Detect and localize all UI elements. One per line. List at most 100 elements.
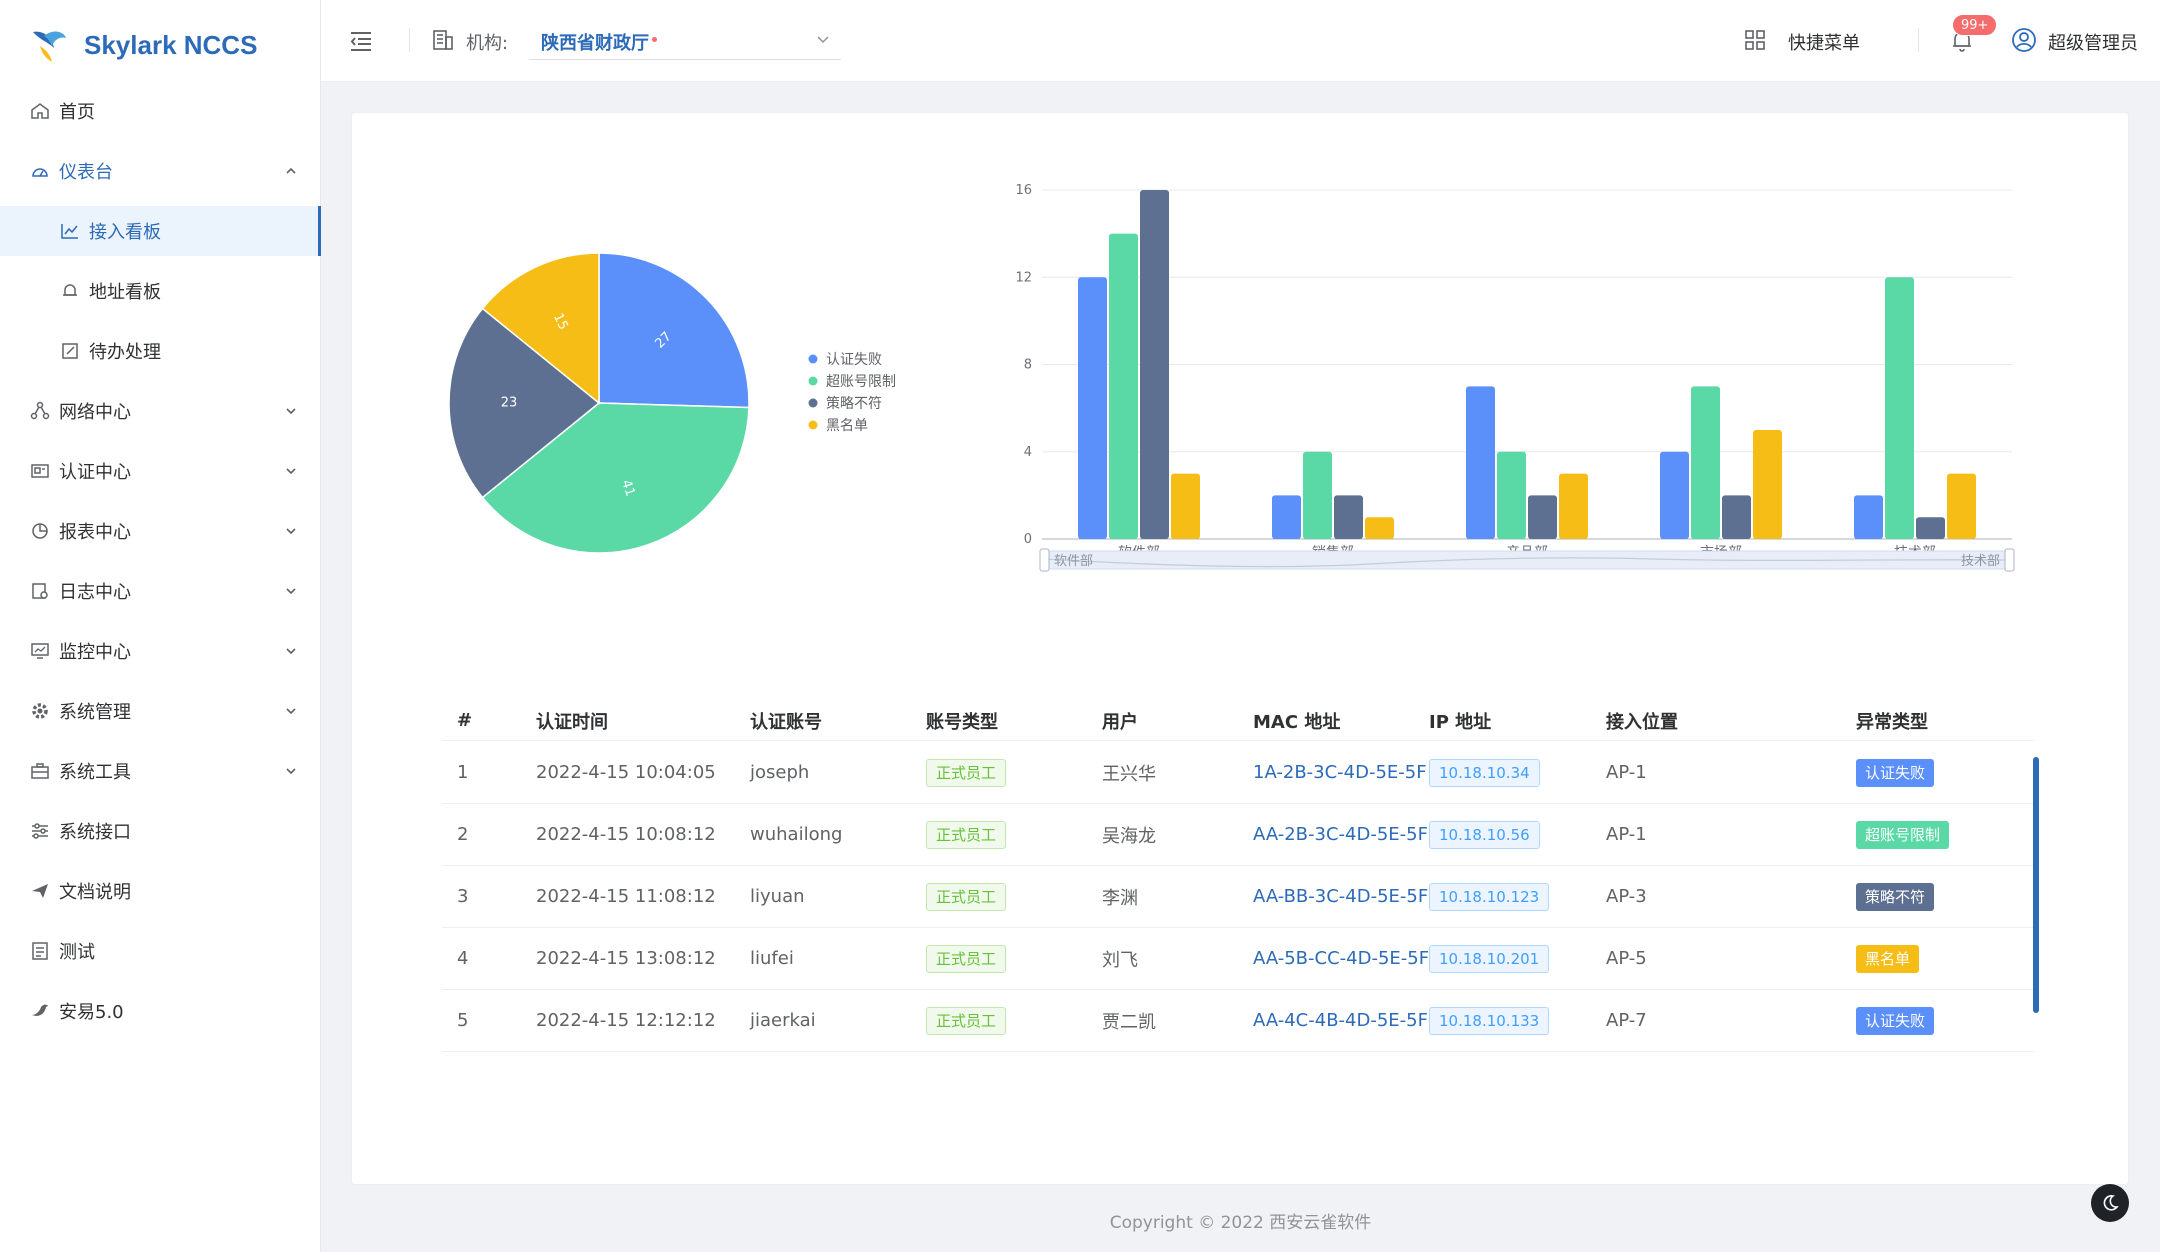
sidebar-item-15[interactable]: 安易5.0 [0,986,321,1036]
zoom-handle-left[interactable] [1039,548,1050,572]
ip-tag: 10.18.10.123 [1429,882,1550,911]
sidebar-item-11[interactable]: 系统工具 [0,746,321,796]
pie-slice[interactable] [598,252,750,409]
bar[interactable] [1365,517,1394,539]
legend-label: 认证失败 [826,352,882,368]
mac-cell: AA-2B-3C-4D-5E-5F [1253,824,1428,845]
zoom-handle-right[interactable] [2004,548,2015,572]
bar[interactable] [1497,451,1526,539]
bell-icon [60,281,80,301]
pie-value-label: 23 [501,396,518,411]
bar[interactable] [1854,495,1883,539]
bar[interactable] [1691,386,1720,539]
sidebar-item-13[interactable]: 文档说明 [0,866,321,916]
table-row[interactable]: 1 2022-4-15 10:04:05 joseph 正式员工 王兴华 1A-2B-3C… [442,742,2034,804]
ap-cell: AP-9 [1606,1052,1647,1064]
no-cell: 3 [457,886,469,907]
y-tick-label: 16 [1015,183,1032,198]
grid-icon[interactable] [1743,28,1767,52]
ip-cell: 10.18.10.56 [1429,804,1540,865]
pie-slice[interactable] [481,252,600,405]
sidebar-item-8[interactable]: 日志中心 [0,566,321,616]
bar[interactable] [1753,429,1782,539]
bar[interactable] [1559,473,1588,539]
account-type-cell: 正式员工 [926,866,1007,927]
quick-menu-button[interactable]: 快捷菜单 [1788,33,1860,54]
sidebar-item-1[interactable]: 仪表台 [0,146,321,196]
sidebar-item-9[interactable]: 监控中心 [0,626,321,676]
bar[interactable] [1334,495,1363,539]
user-cell: 刘飞 [1102,949,1138,971]
bar[interactable] [1171,473,1200,539]
exception-cell: 黑名单 [1856,928,1920,989]
bar[interactable] [1303,451,1332,539]
pie-slice[interactable] [448,307,601,499]
dark-mode-toggle[interactable] [2091,1184,2129,1222]
user-name[interactable]: 超级管理员 [2048,33,2138,54]
sidebar-item-5[interactable]: 网络中心 [0,386,321,436]
brand[interactable]: Skylark NCCS [30,20,257,70]
org-select[interactable]: 陕西省财政厅 [529,20,841,60]
sidebar-item-2[interactable]: 接入看板 [0,206,321,256]
sidebar-item-3[interactable]: 地址看板 [0,266,321,316]
sidebar-item-label: 地址看板 [89,282,161,303]
zoom-start-label: 软件部 [1054,554,1093,569]
table-row[interactable]: 5 2022-4-15 12:12:12 jiaerkai 正式员工 贾二凯 AA-4C-… [442,990,2034,1052]
table-row[interactable]: 4 2022-4-15 13:08:12 liufei 正式员工 刘飞 AA-5B-CC-… [442,928,2034,990]
doc-icon [30,941,50,961]
brand-name: Skylark NCCS [84,29,258,60]
sidebar-item-4[interactable]: 待办处理 [0,326,321,376]
bar[interactable] [1109,233,1138,539]
sidebar-item-6[interactable]: 认证中心 [0,446,321,496]
sidebar-item-10[interactable]: 系统管理 [0,686,321,736]
y-tick-label: 8 [1024,358,1032,373]
legend-marker [808,354,818,364]
table-row[interactable]: 2 2022-4-15 10:08:12 wuhailong 正式员工 吴海龙 AA-2B… [442,804,2034,866]
collapse-menu-icon[interactable] [348,28,374,54]
sidebar-item-12[interactable]: 系统接口 [0,806,321,856]
sidebar-item-label: 报表中心 [59,522,131,543]
bar[interactable] [1722,495,1751,539]
user-cell: 江春燕 [1102,1052,1156,1064]
sidebar-item-0[interactable]: 首页 [0,86,321,136]
table-row[interactable]: 6 2022-4-15 15:25:57 jiangchunyan 正式员工 江春燕 AA… [442,1052,2034,1064]
bar[interactable] [1272,495,1301,539]
ip-tag: 10.18.10.201 [1429,944,1550,973]
table-body[interactable]: 1 2022-4-15 10:04:05 joseph 正式员工 王兴华 1A-2B-3C… [442,742,2034,1064]
bar[interactable] [1466,386,1495,539]
chevron-down-icon [286,408,296,415]
column-header: MAC 地址 [1253,711,1341,733]
sidebar-item-label: 系统管理 [59,702,131,723]
bar[interactable] [1528,495,1557,539]
sidebar-item-7[interactable]: 报表中心 [0,506,321,556]
bar[interactable] [1660,451,1689,539]
time-cell: 2022-4-15 11:08:12 [536,886,716,907]
exception-tag: 认证失败 [1856,758,1935,787]
exception-tag: 认证失败 [1856,1006,1935,1035]
account-type-tag: 正式员工 [926,882,1007,911]
bar[interactable] [1140,190,1169,539]
account-type-tag: 正式员工 [926,944,1007,973]
legend-marker [808,376,818,386]
zoom-slider-preview [1043,557,2011,568]
pie-slice[interactable] [481,402,750,554]
table-row[interactable]: 3 2022-4-15 11:08:12 liyuan 正式员工 李渊 AA-BB-3C-… [442,866,2034,928]
ip-cell: 192.168.100.233 [1429,1052,1578,1064]
id-card-icon [30,461,50,481]
time-cell: 2022-4-15 15:25:57 [536,1052,716,1064]
bar[interactable] [1885,277,1914,539]
sidebar-item-label: 文档说明 [59,882,131,903]
no-cell: 5 [457,1010,469,1031]
user-avatar-icon[interactable] [2011,27,2037,53]
bar[interactable] [1916,517,1945,539]
header-divider [1918,28,1919,52]
sidebar-item-label: 系统接口 [59,822,131,843]
no-cell: 1 [457,762,469,783]
sidebar-item-14[interactable]: 测试 [0,926,321,976]
no-cell: 4 [457,948,469,969]
zoom-slider-track[interactable] [1043,550,2011,570]
bar[interactable] [1947,473,1976,539]
table-scrollbar[interactable] [2033,757,2039,1013]
bar[interactable] [1078,277,1107,539]
org-value: 陕西省财政厅 [541,33,649,54]
